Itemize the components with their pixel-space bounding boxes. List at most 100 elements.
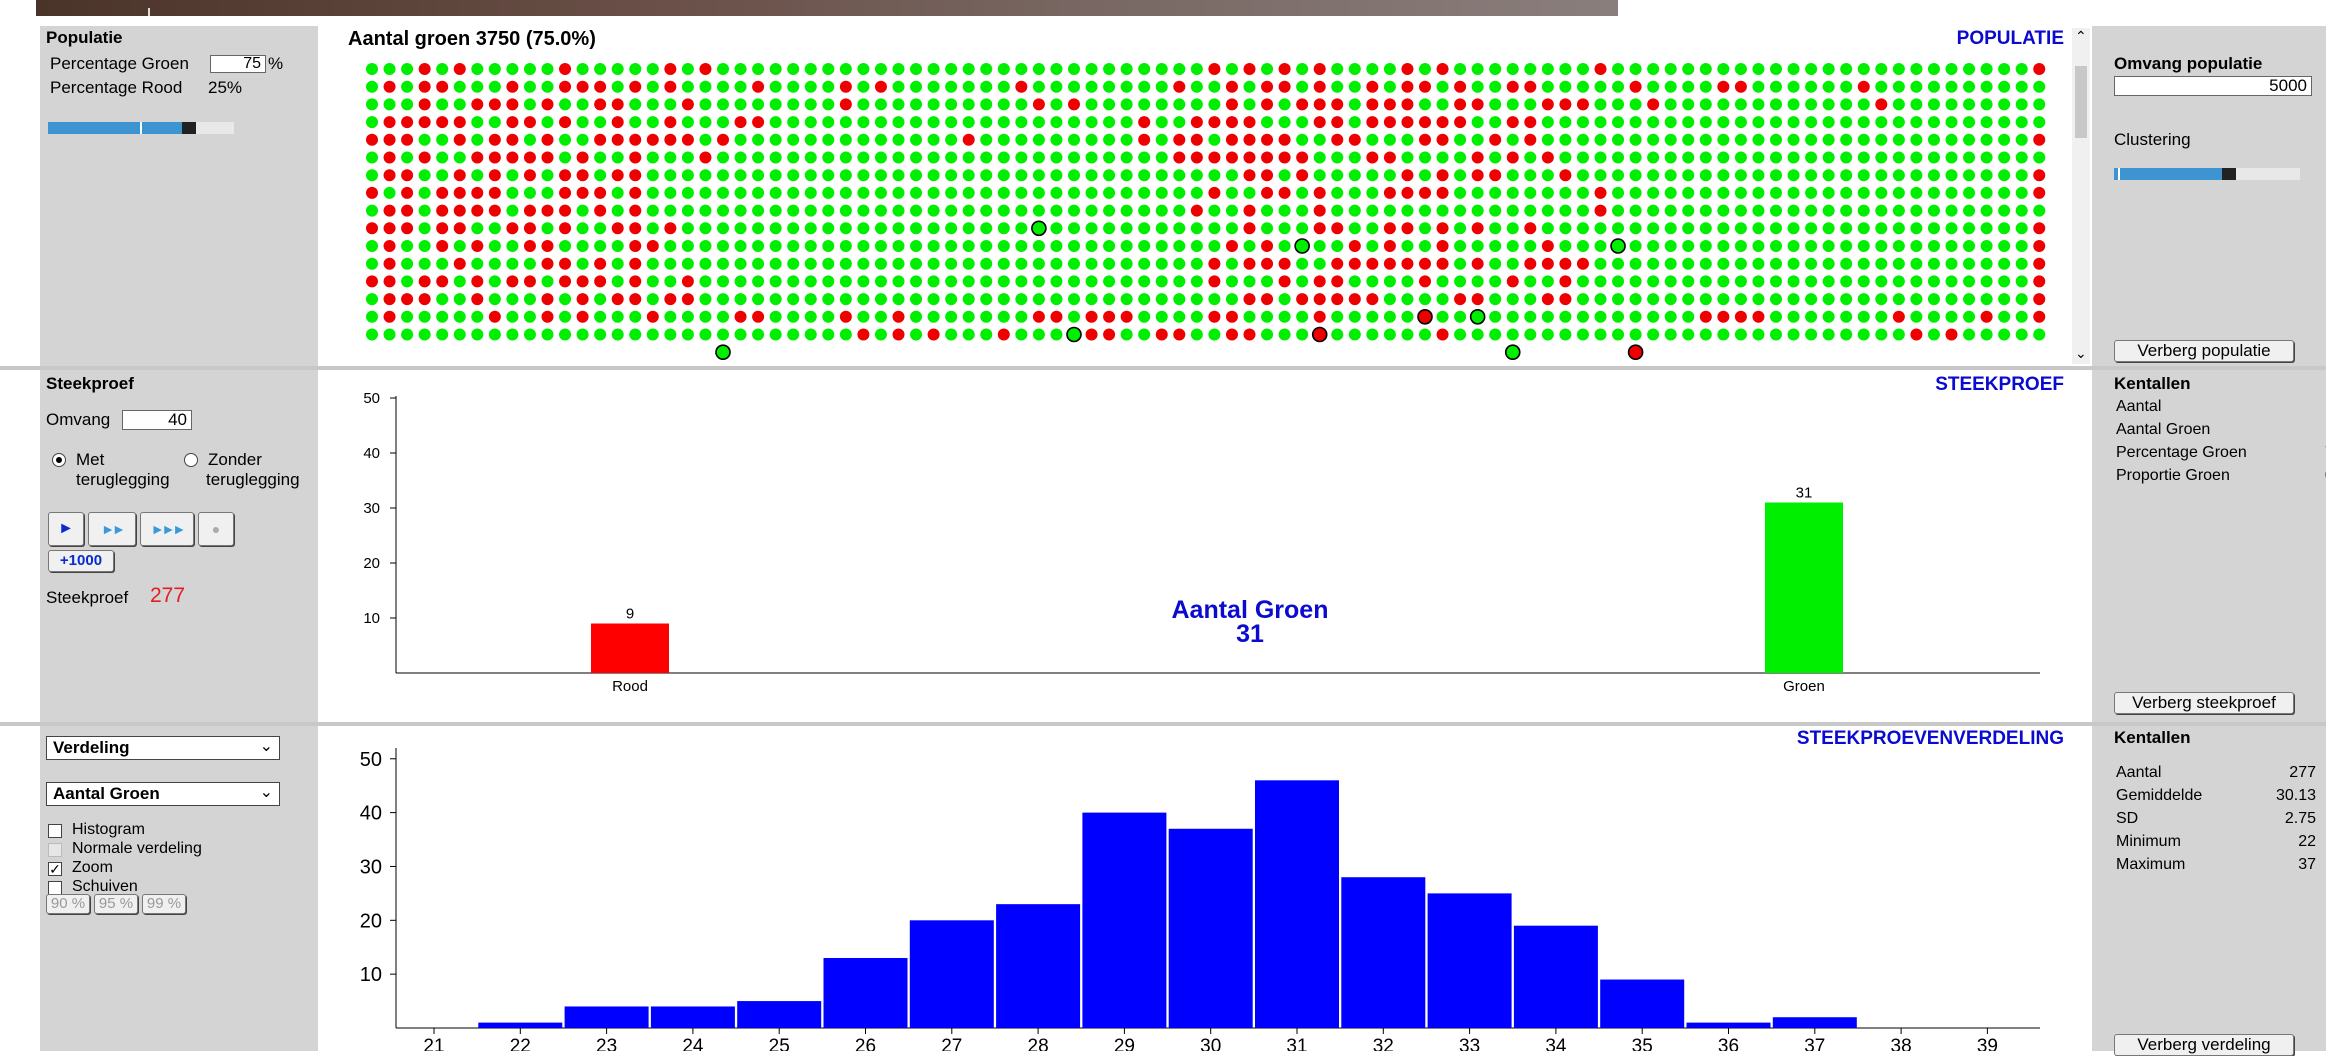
statistiek-dropdown[interactable]: Aantal Groen ⌄ xyxy=(46,782,280,806)
scroll-down-icon[interactable]: ⌄ xyxy=(2075,345,2087,361)
population-dot-groen xyxy=(471,222,484,235)
population-dot-groen xyxy=(366,98,378,111)
stop-icon[interactable]: ● xyxy=(198,512,234,546)
population-dot-groen xyxy=(1120,204,1133,217)
population-dot-groen xyxy=(1576,63,1589,75)
population-dot-groen xyxy=(1594,169,1607,182)
population-dot-groen xyxy=(1892,240,1905,252)
population-dot-groen xyxy=(541,80,554,93)
population-dot-rood xyxy=(453,116,466,129)
population-dot-groen xyxy=(1612,275,1625,288)
population-dot-groen xyxy=(752,98,765,111)
checkbox-zoom[interactable]: ✓ xyxy=(48,861,62,877)
verberg-verdeling-button[interactable]: Verberg verdeling xyxy=(2114,1034,2294,1056)
plus-1000-button[interactable]: +1000 xyxy=(48,550,114,572)
kentallen-row: Maximum 37 xyxy=(2116,856,2326,874)
percentage-slider-thumb[interactable] xyxy=(181,122,196,134)
population-dot-rood xyxy=(1173,328,1186,341)
population-dot-groen xyxy=(2033,80,2046,93)
population-dot-groen xyxy=(1857,257,1870,270)
clustering-slider-thumb[interactable] xyxy=(2222,168,2237,180)
population-dot-rood xyxy=(1313,80,1326,93)
aantal-groen-annotation: Aantal Groen 31 xyxy=(1120,598,1380,647)
population-dot-rood xyxy=(541,310,554,323)
population-dot-groen xyxy=(1612,328,1625,341)
population-dot-groen xyxy=(910,257,923,270)
population-dot-groen xyxy=(436,133,449,146)
checkbox-normale-verdeling[interactable] xyxy=(48,843,62,857)
population-dot-groen xyxy=(997,222,1010,235)
population-dot-groen xyxy=(734,151,747,164)
population-dot-rood xyxy=(383,169,396,182)
population-dot-groen xyxy=(1436,151,1449,164)
population-dot-groen xyxy=(787,310,800,323)
population-scrollbar[interactable]: ⌃ ⌄ xyxy=(2072,28,2090,364)
play-icon[interactable]: ► xyxy=(48,512,84,546)
ci-90-button[interactable]: 90 % xyxy=(46,894,90,914)
population-dot-groen xyxy=(1927,310,1940,323)
population-dot-groen xyxy=(1103,133,1116,146)
omvang-populatie-input[interactable]: 5000 xyxy=(2114,76,2312,96)
x-tick-label: 25 xyxy=(769,1036,790,1051)
ci-99-button[interactable]: 99 % xyxy=(142,894,186,914)
population-dot-groen xyxy=(1647,169,1660,182)
population-dot-groen xyxy=(418,222,431,235)
population-dot-groen xyxy=(471,169,484,182)
population-dot-groen xyxy=(1524,98,1537,111)
scroll-up-icon[interactable]: ⌃ xyxy=(2075,28,2087,44)
population-dot-rood xyxy=(1313,204,1326,217)
population-dot-rood xyxy=(752,310,765,323)
percentage-rood-value: 25% xyxy=(208,78,243,97)
population-dot-rood xyxy=(1296,169,1309,182)
x-tick-label: 36 xyxy=(1718,1036,1739,1051)
population-dot-groen xyxy=(1945,275,1958,288)
population-dot-groen xyxy=(1734,204,1747,217)
zonder-teruglegging-radio[interactable] xyxy=(184,453,198,467)
population-dot-groen xyxy=(1296,204,1309,217)
verberg-steekproef-button[interactable]: Verberg steekproef xyxy=(2114,692,2294,714)
population-dot-groen xyxy=(1980,204,1993,217)
population-dot-groen xyxy=(541,116,554,129)
population-dot-groen xyxy=(1401,204,1414,217)
verdeling-dropdown[interactable]: Verdeling ⌄ xyxy=(46,736,280,760)
population-dot-rood xyxy=(1278,151,1291,164)
faster-forward-icon[interactable]: ►►► xyxy=(140,512,194,546)
population-dot-rood xyxy=(2033,63,2046,75)
met-teruglegging-radio[interactable] xyxy=(52,453,66,467)
population-dot-rood xyxy=(2033,169,2046,182)
population-dot-groen xyxy=(1945,80,1958,93)
clustering-slider[interactable] xyxy=(2114,168,2300,180)
population-dot-groen xyxy=(734,328,747,341)
fast-forward-icon[interactable]: ►► xyxy=(88,512,136,546)
population-dot-groen xyxy=(910,310,923,323)
population-dot-groen xyxy=(1682,133,1695,146)
population-dot-groen xyxy=(1717,98,1730,111)
population-dot-groen xyxy=(717,80,729,93)
kentallen-verdeling-panel: Kentallen Aantal 277 Gemiddelde 30.13 SD 2.75… xyxy=(2092,726,2326,1056)
population-dot-groen xyxy=(488,222,501,235)
population-dot-rood xyxy=(1015,80,1028,93)
population-dot-groen xyxy=(1612,257,1625,270)
percentage-groen-input[interactable]: 75 xyxy=(210,55,266,73)
population-dot-groen xyxy=(839,204,852,217)
checkbox-schuiven[interactable] xyxy=(48,881,62,895)
population-dot-groen xyxy=(1032,169,1045,182)
scroll-thumb[interactable] xyxy=(2075,66,2087,138)
population-dot-rood xyxy=(1401,186,1414,199)
population-dot-groen xyxy=(1892,293,1905,306)
verberg-populatie-button[interactable]: Verberg populatie xyxy=(2114,340,2294,362)
population-dot-groen xyxy=(1085,275,1098,288)
population-dot-rood xyxy=(1383,222,1396,235)
ci-95-button[interactable]: 95 % xyxy=(94,894,138,914)
checkbox-histogram[interactable] xyxy=(48,824,62,838)
population-dot-groen xyxy=(945,222,958,235)
population-dot-groen xyxy=(910,328,923,341)
population-dot-groen xyxy=(1278,328,1291,341)
population-dot-groen xyxy=(1857,98,1870,111)
omvang-input[interactable]: 40 xyxy=(122,410,192,430)
percentage-slider[interactable] xyxy=(48,122,234,134)
population-dot-groen xyxy=(1664,63,1677,75)
population-dot-groen xyxy=(453,293,466,306)
population-dot-groen xyxy=(1506,186,1519,199)
population-dot-groen xyxy=(1892,169,1905,182)
